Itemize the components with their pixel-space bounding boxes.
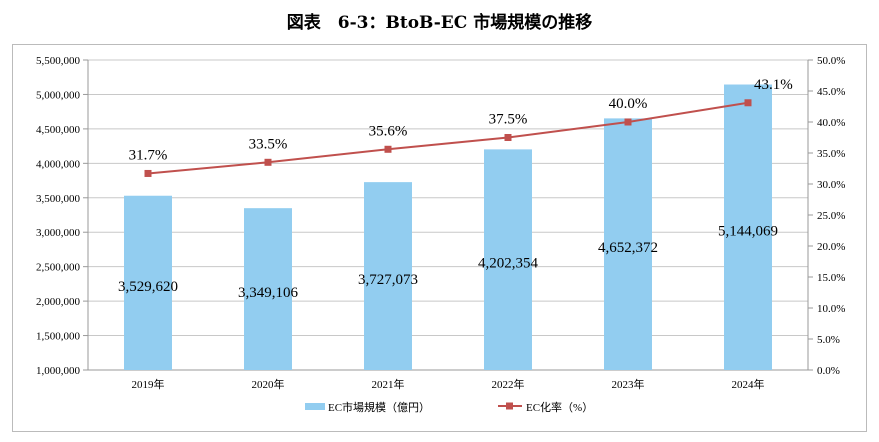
bar xyxy=(244,208,292,370)
chart-frame xyxy=(12,44,867,432)
bar-label: 4,652,372 xyxy=(598,240,658,256)
left-tick-label: 2,000,000 xyxy=(36,296,81,308)
legend-label: EC化率（%） xyxy=(526,400,593,414)
left-tick-label: 5,000,000 xyxy=(36,89,81,101)
bar xyxy=(604,118,652,370)
line-series xyxy=(147,101,749,175)
left-tick-label: 5,500,000 xyxy=(36,55,81,67)
right-tick-label: 15.0% xyxy=(817,272,845,284)
x-tick-label: 2021年 xyxy=(372,377,405,391)
line-label: 43.1% xyxy=(754,77,793,93)
line-label: 33.5% xyxy=(249,136,288,152)
bar-label: 3,349,106 xyxy=(238,285,299,301)
line-label: 40.0% xyxy=(609,96,648,112)
left-tick-label: 4,500,000 xyxy=(36,124,81,136)
left-tick-label: 3,000,000 xyxy=(36,227,81,239)
line-marker xyxy=(624,118,632,126)
line-marker xyxy=(384,145,392,153)
line-marker xyxy=(744,99,752,107)
right-tick-label: 5.0% xyxy=(817,334,840,346)
bar-label: 4,202,354 xyxy=(478,256,539,272)
line-label: 31.7% xyxy=(129,147,168,163)
x-tick-label: 2019年 xyxy=(132,377,165,391)
left-tick-label: 1,500,000 xyxy=(36,331,81,343)
left-tick-label: 1,000,000 xyxy=(36,365,81,377)
left-tick-label: 4,000,000 xyxy=(36,158,81,170)
legend-swatch-bar xyxy=(305,403,325,410)
left-tick-label: 2,500,000 xyxy=(36,262,81,274)
right-tick-label: 25.0% xyxy=(817,210,845,222)
right-tick-label: 0.0% xyxy=(817,365,840,377)
line-label: 35.6% xyxy=(369,123,408,139)
x-tick-label: 2024年 xyxy=(732,377,765,391)
right-tick-label: 35.0% xyxy=(817,148,845,160)
left-tick-label: 3,500,000 xyxy=(36,193,81,205)
legend-marker xyxy=(506,402,513,410)
x-tick-label: 2023年 xyxy=(612,377,645,391)
right-tick-label: 45.0% xyxy=(817,86,845,98)
line-marker xyxy=(264,158,272,166)
right-tick-label: 30.0% xyxy=(817,179,845,191)
legend-label: EC市場規模（億円） xyxy=(328,400,430,414)
line-marker xyxy=(144,169,152,177)
right-tick-label: 40.0% xyxy=(817,117,845,129)
line-marker xyxy=(504,134,512,141)
bar-label: 5,144,069 xyxy=(718,223,778,239)
right-tick-label: 10.0% xyxy=(817,303,845,315)
x-tick-label: 2020年 xyxy=(252,377,285,391)
right-tick-label: 20.0% xyxy=(817,241,845,253)
bar xyxy=(484,149,532,370)
bar xyxy=(124,195,172,370)
bar-label: 3,529,620 xyxy=(118,279,178,295)
chart-title: 図表 6-3：BtoB-EC 市場規模の推移 xyxy=(286,13,593,33)
right-tick-label: 50.0% xyxy=(817,55,845,67)
bar xyxy=(364,182,412,370)
line-label: 37.5% xyxy=(489,112,528,128)
x-tick-label: 2022年 xyxy=(492,377,525,391)
bar-label: 3,727,073 xyxy=(358,272,418,288)
bar xyxy=(724,84,772,371)
